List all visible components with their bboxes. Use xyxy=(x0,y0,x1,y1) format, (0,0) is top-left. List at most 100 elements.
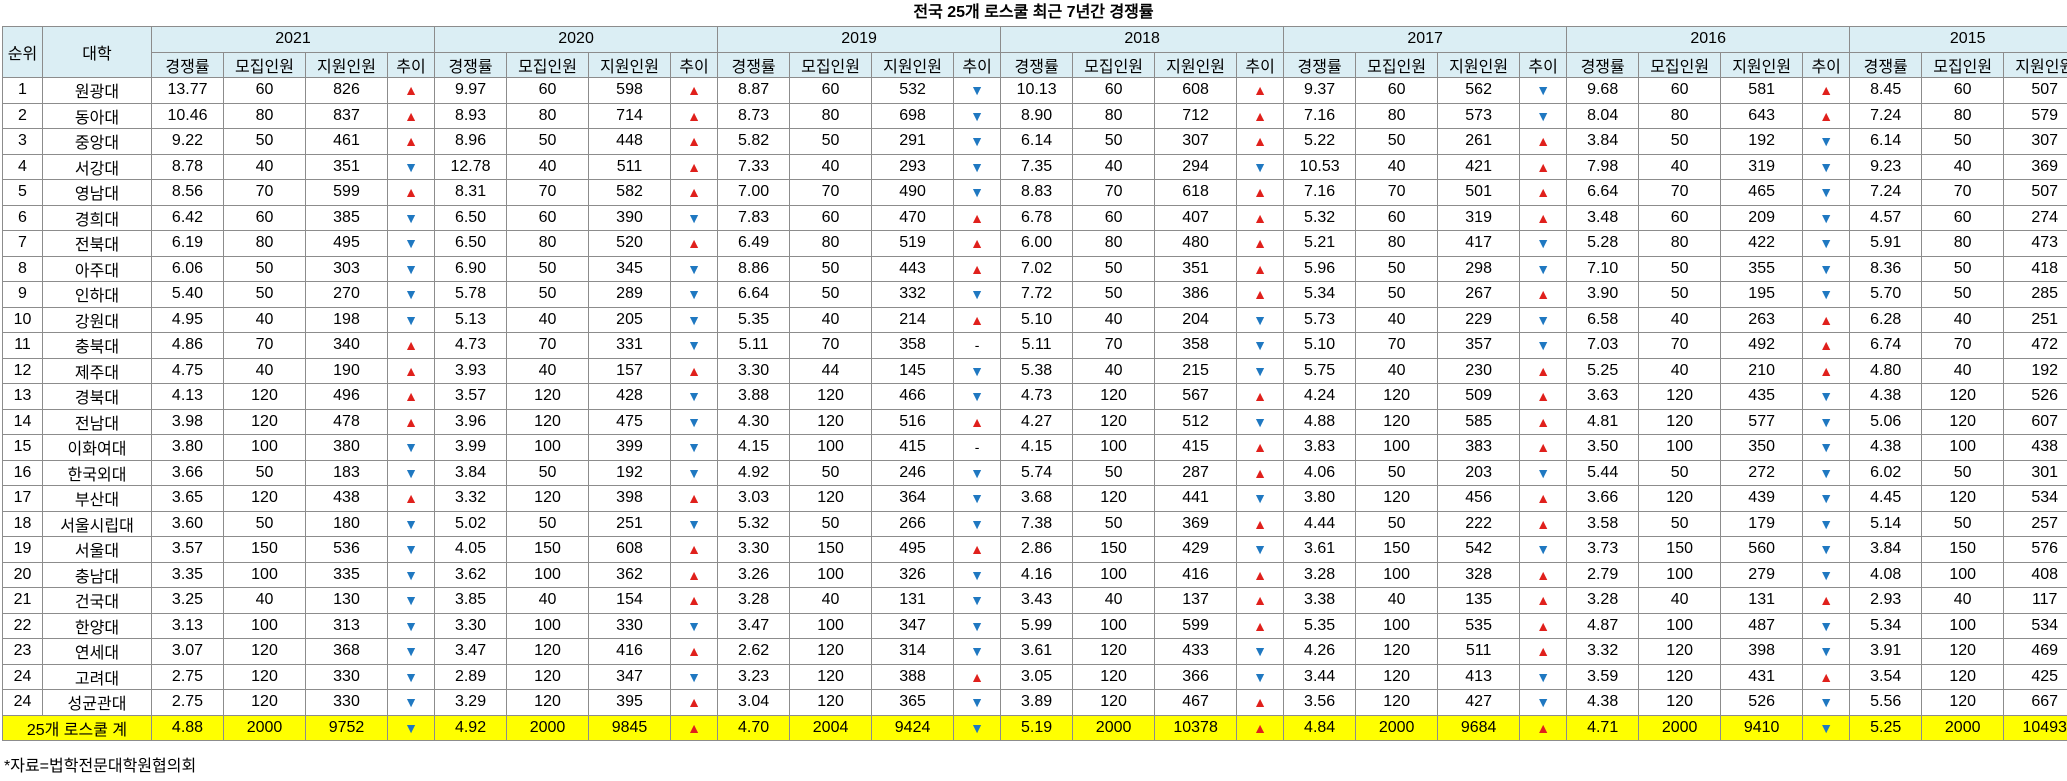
trend-cell: ▼ xyxy=(1802,383,1851,410)
cell: 7.33 xyxy=(717,153,791,180)
school-cell: 아주대 xyxy=(42,255,152,282)
cell: 70 xyxy=(1355,332,1439,359)
cell: 7.03 xyxy=(1566,332,1640,359)
cell: 534 xyxy=(2003,612,2067,639)
cell: 5.32 xyxy=(1283,204,1357,231)
cell: 183 xyxy=(305,459,388,486)
cell: 80 xyxy=(506,102,590,129)
cell: 192 xyxy=(2003,357,2067,384)
rank-cell: 14 xyxy=(2,408,43,435)
cell: 314 xyxy=(871,638,955,665)
cell: 5.38 xyxy=(1000,357,1074,384)
cell: 5.44 xyxy=(1566,459,1640,486)
trend-cell: ▲ xyxy=(386,485,436,512)
cell: 40 xyxy=(506,153,590,180)
cell: 395 xyxy=(588,689,672,716)
cell: 4.45 xyxy=(1849,485,1923,512)
cell: 416 xyxy=(588,638,672,665)
cell: 465 xyxy=(1720,179,1804,206)
cell: 50 xyxy=(1638,281,1722,308)
cell: 100 xyxy=(1072,561,1156,588)
cell: 70 xyxy=(223,179,306,206)
rank-cell: 18 xyxy=(2,510,43,537)
cell: 415 xyxy=(1154,434,1238,461)
cell: 272 xyxy=(1720,459,1804,486)
cell: 100 xyxy=(789,434,873,461)
rank-cell: 17 xyxy=(2,485,43,512)
school-cell: 전북대 xyxy=(42,230,152,257)
table-row: 15 이화여대 3.80 100 380 ▼ 3.99 100 399 ▼ 4.15 100 415-4… xyxy=(2,434,2067,461)
trend-cell: ▼ xyxy=(953,689,1002,716)
cell: 120 xyxy=(1921,689,2005,716)
cell: 195 xyxy=(1720,281,1804,308)
school-cell: 서울시립대 xyxy=(42,510,152,537)
cell: 60 xyxy=(789,77,873,104)
rank-cell: 6 xyxy=(2,204,43,231)
trend-cell: ▲ xyxy=(1236,204,1285,231)
cell: 422 xyxy=(1720,230,1804,257)
cell: 80 xyxy=(1638,230,1722,257)
trend-cell: ▲ xyxy=(670,153,719,180)
cell: 80 xyxy=(223,102,306,129)
cell: 192 xyxy=(1720,128,1804,155)
year-header: 2021 xyxy=(150,26,436,53)
trend-cell: ▼ xyxy=(386,204,436,231)
cell: 5.34 xyxy=(1849,612,1923,639)
cell: 4.24 xyxy=(1283,383,1357,410)
cell: 40 xyxy=(506,357,590,384)
cell: 358 xyxy=(871,332,955,359)
trend-cell: ▼ xyxy=(1802,510,1851,537)
cell: 3.83 xyxy=(1283,434,1357,461)
cell: 355 xyxy=(1720,255,1804,282)
cell: 150 xyxy=(223,536,306,563)
cell: 369 xyxy=(1154,510,1238,537)
sub-header: 모집인원 xyxy=(1638,51,1722,78)
cell: 3.96 xyxy=(434,408,508,435)
trend-cell: ▲ xyxy=(1236,561,1285,588)
trend-cell: ▼ xyxy=(1236,153,1285,180)
cell: 198 xyxy=(305,306,388,333)
table-row: 10 강원대 4.95 40 198 ▼ 5.13 40 205 ▼ 5.35 40 214 ▲ 5.10 4… xyxy=(2,306,2067,333)
cell: 4.80 xyxy=(1849,357,1923,384)
cell: 251 xyxy=(2003,306,2067,333)
table-row: 24 성균관대 2.75 120 330 ▼ 3.29 120 395 ▲ 3.04 120 365 ▼ 3… xyxy=(2,689,2067,716)
cell: 4.27 xyxy=(1000,408,1074,435)
cell: 438 xyxy=(2003,434,2067,461)
cell: 120 xyxy=(789,689,873,716)
trend-cell: - xyxy=(953,332,1002,359)
cell: 3.54 xyxy=(1849,663,1923,690)
trend-cell: ▲ xyxy=(1802,332,1851,359)
cell: 3.28 xyxy=(1566,587,1640,614)
cell: 408 xyxy=(2003,561,2067,588)
cell: 6.42 xyxy=(151,204,224,231)
trend-cell: ▲ xyxy=(1519,204,1568,231)
trend-cell: ▲ xyxy=(670,638,719,665)
cell: 6.64 xyxy=(717,281,791,308)
trend-cell: ▲ xyxy=(670,714,719,741)
cell: 291 xyxy=(871,128,955,155)
trend-cell: ▼ xyxy=(386,714,436,741)
trend-cell: ▼ xyxy=(953,714,1002,741)
cell: 70 xyxy=(1072,332,1156,359)
cell: 154 xyxy=(588,587,672,614)
cell: 698 xyxy=(871,102,955,129)
sub-header: 지원인원 xyxy=(1437,51,1521,78)
cell: 3.62 xyxy=(434,561,508,588)
cell: 5.10 xyxy=(1283,332,1357,359)
cell: 222 xyxy=(1437,510,1521,537)
header-cell: 순위 xyxy=(2,26,43,78)
school-cell: 한양대 xyxy=(42,612,152,639)
cell: 70 xyxy=(1921,179,2005,206)
trend-cell: ▼ xyxy=(1802,179,1851,206)
cell: 473 xyxy=(2003,230,2067,257)
cell: 4.13 xyxy=(151,383,224,410)
cell: 50 xyxy=(789,281,873,308)
cell: 229 xyxy=(1437,306,1521,333)
school-cell: 이화여대 xyxy=(42,434,152,461)
table-row: 1 원광대 13.77 60 826 ▲ 9.97 60 598 ▲ 8.87 60 532 ▼ 10.13… xyxy=(2,77,2067,104)
rank-cell: 4 xyxy=(2,153,43,180)
trend-cell: ▲ xyxy=(1236,510,1285,537)
cell: 470 xyxy=(871,204,955,231)
trend-cell: ▲ xyxy=(1802,663,1851,690)
trend-cell: ▲ xyxy=(1236,179,1285,206)
